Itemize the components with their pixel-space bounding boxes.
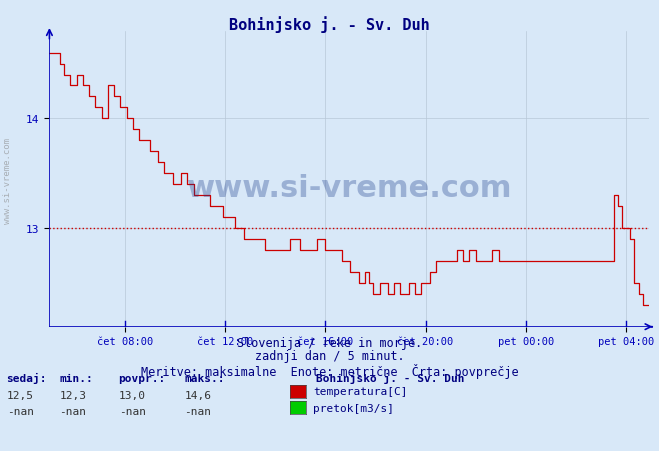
Text: pretok[m3/s]: pretok[m3/s]: [313, 403, 394, 413]
Text: -nan: -nan: [59, 406, 86, 416]
Text: Meritve: maksimalne  Enote: metrične  Črta: povprečje: Meritve: maksimalne Enote: metrične Črta…: [140, 363, 519, 378]
Text: maks.:: maks.:: [185, 373, 225, 383]
Text: 13,0: 13,0: [119, 390, 146, 400]
Text: min.:: min.:: [59, 373, 93, 383]
Text: www.si-vreme.com: www.si-vreme.com: [186, 174, 512, 202]
Text: 12,5: 12,5: [7, 390, 34, 400]
Text: -nan: -nan: [7, 406, 34, 416]
Text: -nan: -nan: [185, 406, 212, 416]
Text: temperatura[C]: temperatura[C]: [313, 387, 407, 396]
Text: www.si-vreme.com: www.si-vreme.com: [3, 138, 13, 223]
Text: Slovenija / reke in morje.: Slovenija / reke in morje.: [237, 336, 422, 349]
Text: zadnji dan / 5 minut.: zadnji dan / 5 minut.: [254, 350, 405, 363]
Text: Bohinjsko j. - Sv. Duh: Bohinjsko j. - Sv. Duh: [229, 16, 430, 32]
Text: Bohinjsko j. - Sv. Duh: Bohinjsko j. - Sv. Duh: [316, 372, 465, 383]
Text: povpr.:: povpr.:: [119, 373, 166, 383]
Text: sedaj:: sedaj:: [7, 372, 47, 383]
Text: 14,6: 14,6: [185, 390, 212, 400]
Text: 12,3: 12,3: [59, 390, 86, 400]
Text: -nan: -nan: [119, 406, 146, 416]
